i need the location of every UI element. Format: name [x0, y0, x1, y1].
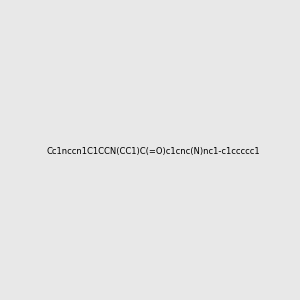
Text: Cc1nccn1C1CCN(CC1)C(=O)c1cnc(N)nc1-c1ccccc1: Cc1nccn1C1CCN(CC1)C(=O)c1cnc(N)nc1-c1ccc… — [47, 147, 261, 156]
